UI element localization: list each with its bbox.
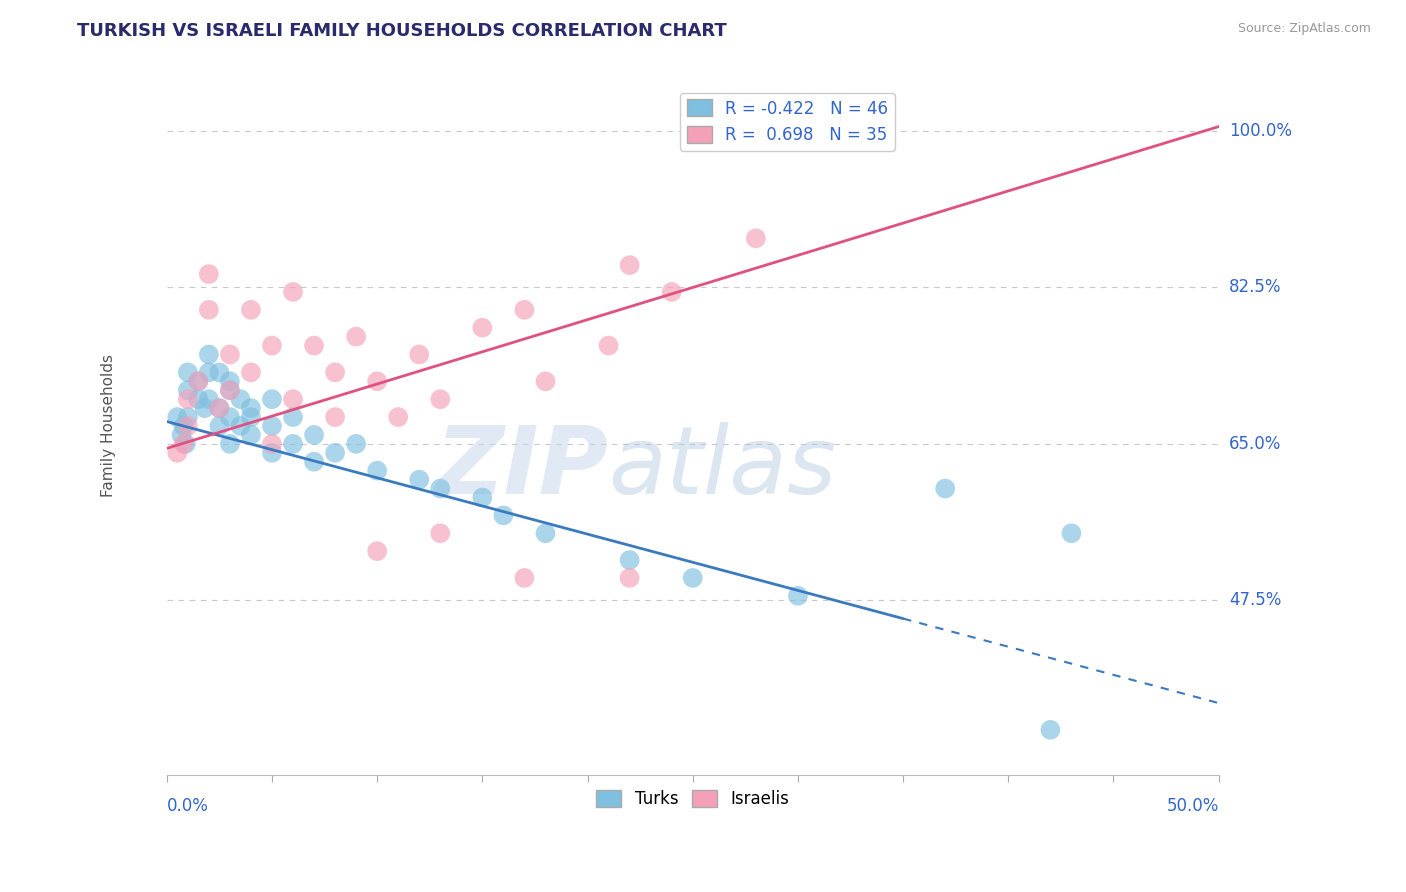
Text: 82.5%: 82.5% <box>1229 278 1282 296</box>
Point <box>302 428 325 442</box>
Point <box>198 347 221 361</box>
Point <box>429 482 451 496</box>
Point <box>1060 526 1083 541</box>
Point <box>513 302 536 317</box>
Text: 50.0%: 50.0% <box>1167 797 1219 815</box>
Point <box>166 446 188 460</box>
Point <box>208 401 231 416</box>
Point <box>260 437 283 451</box>
Point <box>166 410 188 425</box>
Legend: Turks, Israelis: Turks, Israelis <box>591 783 796 815</box>
Text: ZIP: ZIP <box>436 422 609 514</box>
Point <box>187 374 209 388</box>
Point <box>281 437 304 451</box>
Point <box>408 473 430 487</box>
Point <box>208 365 231 379</box>
Point <box>177 383 200 397</box>
Point <box>661 285 683 299</box>
Point <box>219 437 242 451</box>
Point <box>408 347 430 361</box>
Point <box>619 571 641 585</box>
Point <box>229 392 252 407</box>
Point <box>174 437 197 451</box>
Point <box>173 437 195 451</box>
Point <box>934 482 956 496</box>
Point <box>429 392 451 407</box>
Point <box>471 320 494 334</box>
Point <box>177 419 200 434</box>
Point <box>219 383 242 397</box>
Point <box>198 267 221 281</box>
Point <box>173 419 195 434</box>
Point <box>344 437 367 451</box>
Point <box>239 401 262 416</box>
Point <box>492 508 515 523</box>
Point <box>239 302 262 317</box>
Point <box>194 401 217 416</box>
Point <box>208 401 231 416</box>
Point <box>187 374 209 388</box>
Point <box>323 410 346 425</box>
Point <box>177 392 200 407</box>
Point <box>219 347 242 361</box>
Point <box>260 392 283 407</box>
Text: TURKISH VS ISRAELI FAMILY HOUSEHOLDS CORRELATION CHART: TURKISH VS ISRAELI FAMILY HOUSEHOLDS COR… <box>77 22 727 40</box>
Point <box>198 302 221 317</box>
Point <box>682 571 704 585</box>
Text: 47.5%: 47.5% <box>1229 591 1282 609</box>
Point <box>302 455 325 469</box>
Point <box>229 419 252 434</box>
Point <box>513 571 536 585</box>
Point <box>302 338 325 352</box>
Point <box>387 410 409 425</box>
Point <box>260 338 283 352</box>
Point <box>534 526 557 541</box>
Point <box>366 464 388 478</box>
Point <box>366 544 388 558</box>
Point <box>239 428 262 442</box>
Point <box>239 365 262 379</box>
Text: 0.0%: 0.0% <box>167 797 208 815</box>
Point <box>219 374 242 388</box>
Point <box>260 446 283 460</box>
Point <box>429 526 451 541</box>
Text: Family Households: Family Households <box>101 354 117 498</box>
Point <box>344 329 367 343</box>
Point <box>281 410 304 425</box>
Point <box>619 553 641 567</box>
Point <box>198 392 221 407</box>
Point <box>219 410 242 425</box>
Point <box>323 365 346 379</box>
Point <box>281 285 304 299</box>
Point <box>471 491 494 505</box>
Point <box>534 374 557 388</box>
Text: 65.0%: 65.0% <box>1229 435 1282 453</box>
Point <box>239 410 262 425</box>
Point <box>177 410 200 425</box>
Point <box>281 392 304 407</box>
Text: atlas: atlas <box>609 422 837 513</box>
Text: Source: ZipAtlas.com: Source: ZipAtlas.com <box>1237 22 1371 36</box>
Point <box>1039 723 1062 737</box>
Point <box>198 365 221 379</box>
Point <box>177 365 200 379</box>
Point <box>208 419 231 434</box>
Point <box>323 446 346 460</box>
Point <box>366 374 388 388</box>
Point <box>219 383 242 397</box>
Point <box>260 419 283 434</box>
Point <box>598 338 620 352</box>
Point <box>187 392 209 407</box>
Point <box>619 258 641 272</box>
Text: 100.0%: 100.0% <box>1229 122 1292 140</box>
Point <box>170 428 193 442</box>
Point <box>745 231 768 245</box>
Point <box>787 589 810 603</box>
